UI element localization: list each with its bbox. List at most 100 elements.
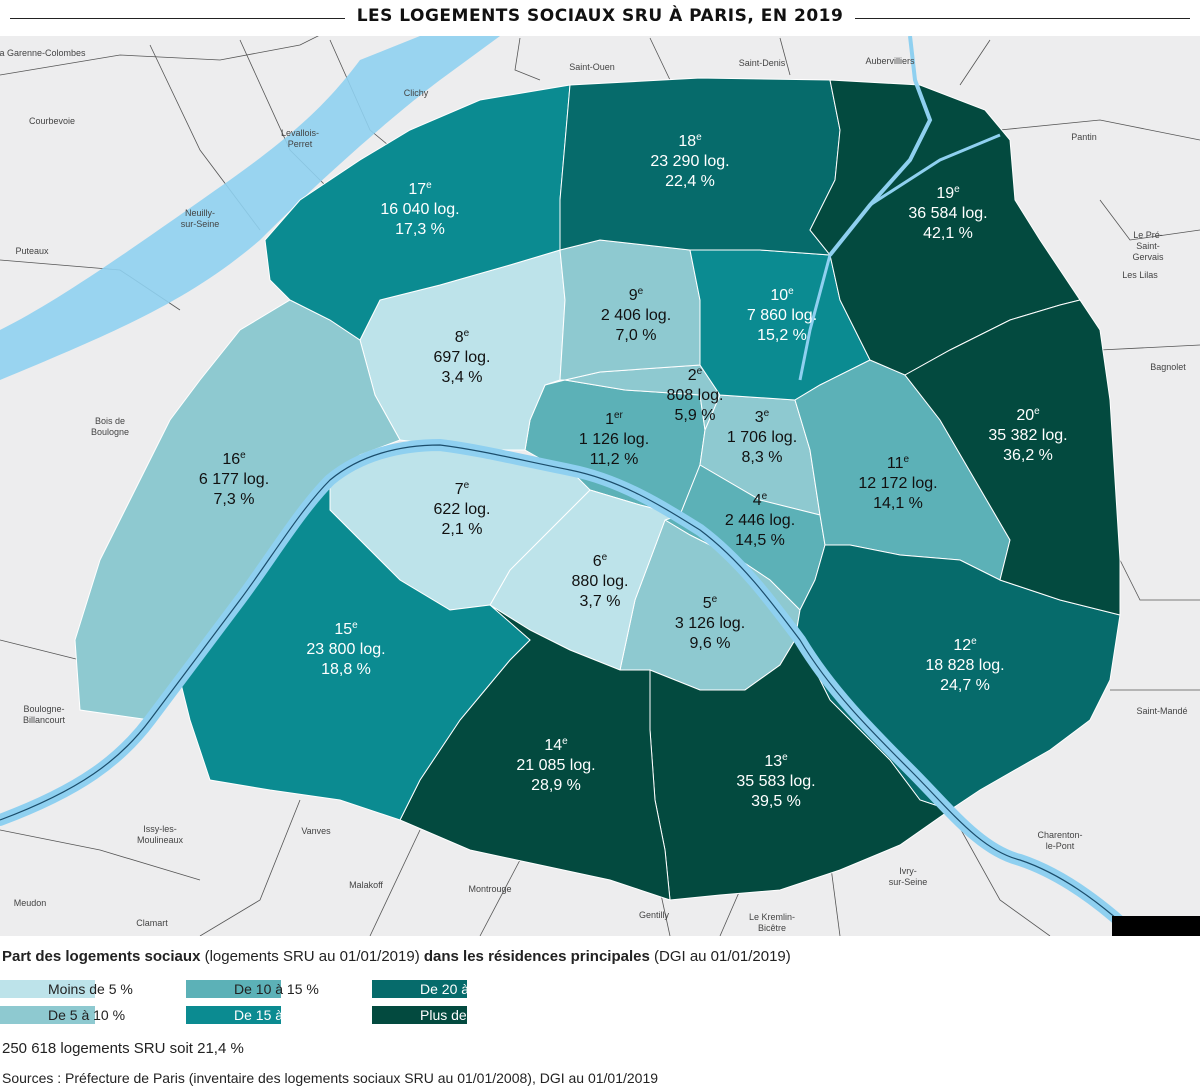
commune-label: Saint-Denis xyxy=(739,58,786,68)
apur-logo: apur xyxy=(1112,916,1200,936)
arrondissement-label-3: 3e xyxy=(755,408,770,426)
arrondissement-suffix: e xyxy=(971,636,977,647)
arrondissement-logements: 1 126 log. xyxy=(579,431,649,448)
commune-border-line xyxy=(999,119,1200,141)
arrondissement-suffix: e xyxy=(762,491,768,502)
commune-border-line xyxy=(199,799,301,936)
arrondissement-label-9: 9e xyxy=(629,286,644,304)
commune-label: Boulogne-Billancourt xyxy=(23,704,66,725)
legend-title-bold-1: Part des logements sociaux xyxy=(2,948,201,965)
commune-label: Clamart xyxy=(136,918,168,928)
legend-item: De 15 à 20 % xyxy=(186,1006,319,1024)
arrondissement-part: 2,1 % xyxy=(442,521,483,538)
arrondissement-logements: 35 382 log. xyxy=(988,427,1067,444)
legend-swatch: Plus de 25 % xyxy=(372,1006,503,1024)
commune-label: Ivry-sur-Seine xyxy=(889,866,928,887)
paris-map-svg: La Garenne-Colombes Courbevoie Puteaux Neui… xyxy=(0,36,1200,936)
canal-ourcq xyxy=(869,133,1001,207)
commune-label: Aubervilliers xyxy=(865,56,915,66)
commune-border-line xyxy=(949,809,1051,936)
commune-border-line xyxy=(369,829,421,936)
arrondissement-suffix: e xyxy=(1034,406,1040,417)
arrondissement-number: 20 xyxy=(1016,407,1034,424)
legend-label: De 5 à 10 % xyxy=(48,1007,126,1023)
arrondissement-part: 39,5 % xyxy=(751,793,801,810)
legend: Part des logements sociaux (logements SR… xyxy=(0,944,1200,1092)
arrondissement-suffix: e xyxy=(426,180,432,191)
arrondissement-suffix: e xyxy=(464,480,470,491)
arrondissement-logements: 808 log. xyxy=(667,387,724,404)
arrondissement-suffix: er xyxy=(614,410,624,421)
arrondissement-label-16: 16e xyxy=(222,450,246,468)
arrondissement-number: 13 xyxy=(764,753,782,770)
commune-label: Courbevoie xyxy=(29,116,75,126)
arrondissement-logements: 36 584 log. xyxy=(908,205,987,222)
arrondissement-number: 11 xyxy=(887,455,904,472)
legend-label: De 15 à 20 % xyxy=(234,1007,319,1023)
canal-saint-martin xyxy=(798,254,832,381)
arrondissement-logements: 697 log. xyxy=(434,349,491,366)
arrondissement-number: 4 xyxy=(753,492,762,509)
arrondissement-label-12: 12e xyxy=(953,636,977,654)
arrondissement-suffix: e xyxy=(352,620,358,631)
arrondissement-logements: 12 172 log. xyxy=(858,475,937,492)
legend-item: De 5 à 10 % xyxy=(0,1006,125,1024)
arrondissement-label-6: 6e xyxy=(593,552,608,570)
arrondissement-suffix: e xyxy=(464,328,470,339)
commune-label: Issy-les-Moulineaux xyxy=(137,824,184,845)
arrondissement-17 xyxy=(264,84,571,341)
arrondissement-label-13: 13e xyxy=(764,752,788,770)
commune-border-line xyxy=(514,37,541,81)
title-bar: LES LOGEMENTS SOCIAUX SRU À PARIS, EN 20… xyxy=(0,0,1200,36)
arrondissement-label-19: 19e xyxy=(936,184,960,202)
arrondissement-label-15: 15e xyxy=(334,620,358,638)
arrondissement-part: 15,2 % xyxy=(757,327,807,344)
legend-item: Moins de 5 % xyxy=(0,980,133,998)
arrondissement-number: 12 xyxy=(953,637,971,654)
legend-label: De 10 à 15 % xyxy=(234,981,319,997)
arrondissement-logements: 16 040 log. xyxy=(380,201,459,218)
legend-swatch: De 10 à 15 % xyxy=(186,980,319,998)
arrondissement-logements: 880 log. xyxy=(572,573,629,590)
legend-item: De 20 à 25 % xyxy=(372,980,505,998)
legend-swatch: De 5 à 10 % xyxy=(0,1006,125,1024)
arrondissement-logements: 18 828 log. xyxy=(925,657,1004,674)
arrondissement-suffix: e xyxy=(602,552,608,563)
arrondissement-label-8: 8e xyxy=(455,328,470,346)
commune-label: Les Lilas xyxy=(1122,270,1158,280)
arrondissement-logements: 21 085 log. xyxy=(516,757,595,774)
arrondissement-label-7: 7e xyxy=(455,480,470,498)
arrondissement-number: 18 xyxy=(678,133,696,150)
arrondissement-suffix: e xyxy=(638,286,644,297)
commune-border-line xyxy=(719,889,741,936)
commune-label: Saint-Mandé xyxy=(1136,706,1187,716)
arrondissement-number: 6 xyxy=(593,553,602,570)
legend-swatch: Moins de 5 % xyxy=(0,980,133,998)
commune-label: Bagnolet xyxy=(1150,362,1186,372)
commune-label: Saint-Ouen xyxy=(569,62,615,72)
arrondissement-suffix: e xyxy=(904,454,910,465)
arrondissement-logements: 622 log. xyxy=(434,501,491,518)
commune-border-line xyxy=(1099,344,1200,351)
arrondissement-logements: 35 583 log. xyxy=(736,773,815,790)
arrondissement-number: 19 xyxy=(936,185,954,202)
arrondissement-number: 8 xyxy=(455,329,464,346)
commune-border-line xyxy=(0,639,81,661)
arrondissement-label-2: 2e xyxy=(688,366,703,384)
arrondissement-part: 3,4 % xyxy=(442,369,483,386)
arrondissement-suffix: e xyxy=(696,132,702,143)
arrondissement-suffix: e xyxy=(712,594,718,605)
arrondissement-part: 28,9 % xyxy=(531,777,581,794)
arrondissement-logements: 7 860 log. xyxy=(747,307,817,324)
arrondissement-number: 7 xyxy=(455,481,464,498)
arrondissement-label-17: 17e xyxy=(408,180,432,198)
arrondissement-number: 1 xyxy=(605,411,614,428)
map-title: LES LOGEMENTS SOCIAUX SRU À PARIS, EN 20… xyxy=(344,6,856,26)
commune-label: La Garenne-Colombes xyxy=(0,48,86,58)
legend-title: Part des logements sociaux (logements SR… xyxy=(2,948,791,965)
commune-label: Levallois-Perret xyxy=(281,128,319,149)
arrondissement-logements: 3 126 log. xyxy=(675,615,745,632)
commune-label: Le Pré-Saint-Gervais xyxy=(1132,230,1164,262)
arrondissement-number: 10 xyxy=(770,287,788,304)
